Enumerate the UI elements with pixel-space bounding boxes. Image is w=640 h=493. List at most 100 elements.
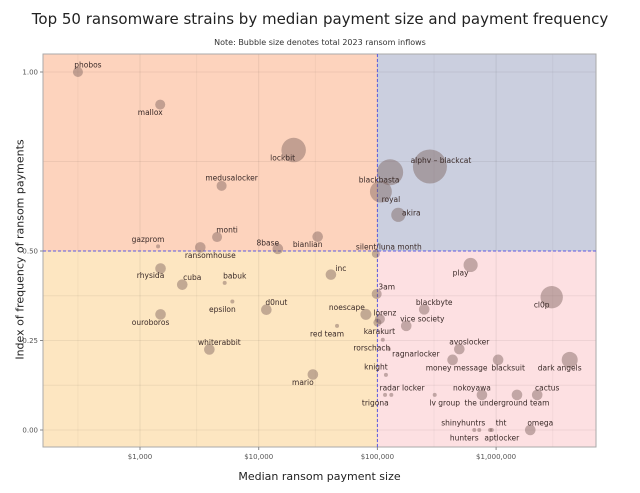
bubble-label: bianlian <box>293 240 323 249</box>
bubble-label: red team <box>310 329 344 338</box>
bubble-lockbit <box>281 137 306 163</box>
bubble-hunters <box>477 428 482 432</box>
bubble-label: cl0p <box>534 301 550 310</box>
bubble-blacksuit <box>492 354 504 366</box>
bubble-silent-luna-month <box>371 249 380 258</box>
bubble-label: silent/luna month <box>356 242 422 251</box>
bubble-label: ouroboros <box>132 318 170 327</box>
bubble-label: karakurt <box>364 327 395 336</box>
bubble-label: mario <box>292 378 314 387</box>
y-tick-label: 0.50 <box>22 248 38 256</box>
bubble-label: dark angels <box>538 363 582 372</box>
bubble-dark-angels <box>561 351 578 368</box>
bubble-label: the underground team <box>465 398 550 407</box>
bubble-mario <box>307 369 319 380</box>
bubble-d0nut <box>261 304 272 316</box>
bubble-label: hunters <box>450 434 479 443</box>
bubble-red-team <box>335 323 340 328</box>
bubble-label: whiterabbit <box>198 338 241 347</box>
bubble-label: noescape <box>329 303 365 312</box>
bubble-gazprom <box>156 244 161 249</box>
bubble-labels: phobos mallox lockbit medusalocker monti bian… <box>74 61 581 443</box>
bubble-label: play <box>453 268 469 277</box>
bubble-label: knight <box>364 362 388 371</box>
bubble-nokoyawa <box>476 389 488 401</box>
bubble-label: mallox <box>138 108 163 117</box>
bubbles <box>72 67 578 436</box>
bubble-label: trigona <box>362 398 389 407</box>
bubble-label: omega <box>527 419 553 428</box>
bubble-lv-group <box>432 392 437 397</box>
bubble-label: babuk <box>223 271 247 280</box>
bubble-label: ragnarlocker <box>392 350 440 359</box>
quadrant-top-right <box>377 54 596 251</box>
bubble-radar-locker <box>383 392 388 397</box>
y-tick-label: 0.00 <box>22 427 38 435</box>
bubble-label: monti <box>216 226 238 235</box>
bubble-inc <box>325 269 337 280</box>
bubble-label: money message <box>426 363 488 372</box>
x-tick-label: $10,000 <box>244 453 273 461</box>
bubble-play <box>463 257 478 273</box>
chart-subtitle: Note: Bubble size denotes total 2023 ran… <box>214 38 426 47</box>
quadrant-bottom-right <box>377 251 596 447</box>
bubble-label: radar locker <box>380 383 426 392</box>
bubble-label: blackbyte <box>416 298 453 307</box>
bubble-money-message <box>447 354 458 366</box>
bubble-label: gazprom <box>132 235 165 244</box>
bubble-monti <box>212 232 223 243</box>
bubble-omega <box>524 424 536 436</box>
bubble-label: rorschach <box>353 343 390 352</box>
bubble-8base <box>272 243 284 255</box>
bubble-phobos <box>72 67 83 77</box>
bubble-label: nokoyawa <box>453 383 491 392</box>
quadrant-bottom-left <box>43 251 378 447</box>
bubble-label: shinyhuntrs <box>441 419 485 428</box>
bubble-medusalocker <box>216 180 227 191</box>
bubble-label: rhysida <box>137 271 165 280</box>
bubble-label: alphv – blackcat <box>411 156 472 165</box>
x-tick-label: $1,000 <box>128 453 153 461</box>
bubble-lorenz <box>374 314 385 325</box>
bubble-label: akira <box>402 208 421 217</box>
bubble-label: cuba <box>183 273 201 282</box>
y-tick-label: 1.00 <box>22 69 38 77</box>
bubble-mallox <box>155 99 166 110</box>
y-axis-label: Index of frequency of ransom payments <box>13 139 27 360</box>
bubble-cl0p <box>540 286 563 309</box>
bubble-shinyhuntrs <box>472 428 477 432</box>
x-tick-label: $100,000 <box>361 453 394 461</box>
bubble-cuba <box>176 279 188 290</box>
bubble-noescape <box>360 308 372 320</box>
bubble-label: 8base <box>257 238 280 247</box>
bubble-label: inc <box>335 264 346 273</box>
bubble-label: medusalocker <box>205 173 258 182</box>
bubble-label: d0nut <box>265 298 287 307</box>
bubble-akira <box>391 207 406 222</box>
bubble-ransomhouse <box>194 242 206 253</box>
bubble-the-underground-team <box>511 389 523 401</box>
bubble-trigona <box>389 392 394 397</box>
bubble-aptlocker <box>489 428 494 432</box>
bubble-rhysida <box>155 263 166 274</box>
bubble-avoslocker <box>454 343 465 355</box>
bubble-vice-society <box>400 320 412 332</box>
bubble-3am <box>371 288 382 299</box>
bubble-label: blacksuit <box>491 363 525 372</box>
bubble-knight <box>383 372 388 377</box>
bubble-babuk <box>222 280 227 285</box>
y-tick-label: 0.25 <box>22 337 38 345</box>
bubble-label: 3am <box>378 282 395 291</box>
bubble-karakurt <box>373 318 382 327</box>
bubble-label: vice society <box>400 314 445 323</box>
bubble-rorschach <box>380 337 385 342</box>
bubble-royal <box>369 180 392 203</box>
bubble-label: lockbit <box>270 154 295 163</box>
quadrant-top-left <box>43 54 378 251</box>
bubble-blackbyte <box>418 304 430 315</box>
bubble-label: epsilon <box>209 305 236 314</box>
bubble-label: blackbasta <box>359 176 400 185</box>
x-axis-label: Median ransom payment size <box>238 470 401 483</box>
bubble-ouroboros <box>155 309 166 320</box>
